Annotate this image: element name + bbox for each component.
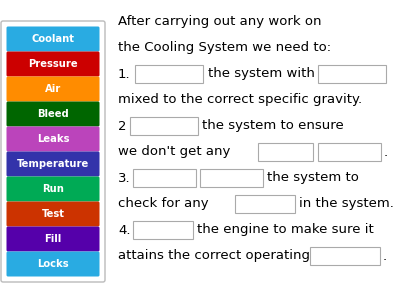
Text: Run: Run: [42, 184, 64, 194]
Text: Test: Test: [42, 209, 64, 219]
FancyBboxPatch shape: [6, 152, 100, 176]
Text: the engine to make sure it: the engine to make sure it: [197, 224, 374, 236]
Text: Locks: Locks: [37, 259, 69, 269]
Text: Temperature: Temperature: [17, 159, 89, 169]
FancyBboxPatch shape: [200, 169, 263, 187]
FancyBboxPatch shape: [6, 251, 100, 277]
Text: 3.: 3.: [118, 172, 131, 184]
Text: attains the correct operating: attains the correct operating: [118, 250, 310, 262]
FancyBboxPatch shape: [258, 143, 313, 161]
Text: mixed to the correct specific gravity.: mixed to the correct specific gravity.: [118, 94, 362, 106]
FancyBboxPatch shape: [133, 169, 196, 187]
FancyBboxPatch shape: [135, 65, 203, 83]
Text: Bleed: Bleed: [37, 109, 69, 119]
Text: the system to: the system to: [267, 172, 359, 184]
Text: Coolant: Coolant: [32, 34, 74, 44]
FancyBboxPatch shape: [318, 65, 386, 83]
Text: we don't get any: we don't get any: [118, 146, 230, 158]
FancyBboxPatch shape: [6, 26, 100, 52]
Text: in the system.: in the system.: [299, 197, 394, 211]
Text: Air: Air: [45, 84, 61, 94]
Text: the Cooling System we need to:: the Cooling System we need to:: [118, 41, 331, 55]
Text: Leaks: Leaks: [37, 134, 69, 144]
FancyBboxPatch shape: [6, 176, 100, 202]
Text: Pressure: Pressure: [28, 59, 78, 69]
Text: check for any: check for any: [118, 197, 209, 211]
FancyBboxPatch shape: [6, 76, 100, 101]
FancyBboxPatch shape: [6, 226, 100, 251]
FancyBboxPatch shape: [1, 21, 105, 282]
FancyBboxPatch shape: [6, 101, 100, 127]
FancyBboxPatch shape: [133, 221, 193, 239]
Text: 2: 2: [118, 119, 126, 133]
FancyBboxPatch shape: [130, 117, 198, 135]
FancyBboxPatch shape: [6, 127, 100, 152]
Text: 4.: 4.: [118, 224, 130, 236]
Text: Fill: Fill: [44, 234, 62, 244]
FancyBboxPatch shape: [235, 195, 295, 213]
Text: .: .: [384, 146, 388, 158]
Text: the system with: the system with: [208, 68, 315, 80]
FancyBboxPatch shape: [318, 143, 381, 161]
Text: .: .: [383, 250, 387, 262]
Text: After carrying out any work on: After carrying out any work on: [118, 16, 322, 28]
FancyBboxPatch shape: [6, 52, 100, 76]
FancyBboxPatch shape: [6, 202, 100, 226]
FancyBboxPatch shape: [310, 247, 380, 265]
Text: the system to ensure: the system to ensure: [202, 119, 344, 133]
Text: 1.: 1.: [118, 68, 131, 80]
